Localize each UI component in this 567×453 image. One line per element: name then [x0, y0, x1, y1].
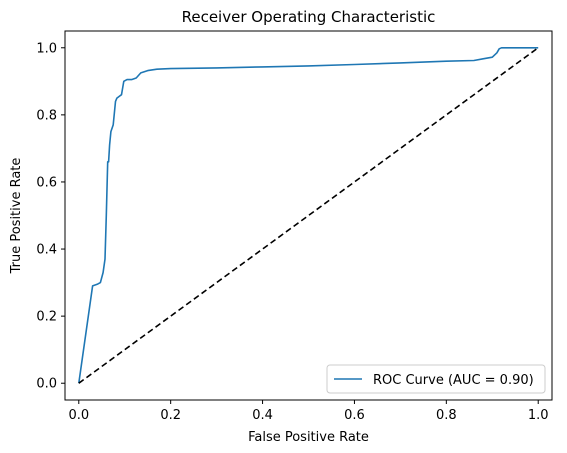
ticks: 0.0 0.2 0.4 0.6 0.8 1.0 0.0 0.2 0.4 0.6 0.8 1.0: [36, 41, 548, 423]
y-tick-label: 0.2: [36, 310, 57, 325]
axes-frame: [64, 30, 553, 401]
plot-area: [78, 46, 539, 384]
x-tick-label: 0.4: [252, 408, 273, 423]
y-tick-label: 0.0: [36, 377, 57, 392]
chart-title: Receiver Operating Characteristic: [182, 8, 436, 26]
x-tick-label: 0.2: [160, 408, 181, 423]
legend-box: [326, 364, 546, 394]
y-tick-label: 0.8: [36, 108, 57, 123]
y-tick-label: 0.4: [36, 243, 57, 258]
y-tick-label: 1.0: [36, 41, 57, 56]
x-tick-label: 0.0: [68, 408, 89, 423]
legend-entry-roc: ROC Curve (AUC = 0.90): [373, 373, 534, 388]
x-tick-label: 1.0: [528, 408, 549, 423]
x-tick-label: 0.8: [436, 408, 457, 423]
legend: ROC Curve (AUC = 0.90): [326, 364, 546, 394]
y-tick-label: 0.6: [36, 175, 57, 190]
chance-diagonal-line: [78, 47, 539, 384]
roc-curve-line: [78, 46, 539, 384]
x-tick-label: 0.6: [344, 408, 365, 423]
y-axis-label: True Positive Rate: [9, 158, 24, 275]
x-axis-label: False Positive Rate: [248, 430, 369, 445]
